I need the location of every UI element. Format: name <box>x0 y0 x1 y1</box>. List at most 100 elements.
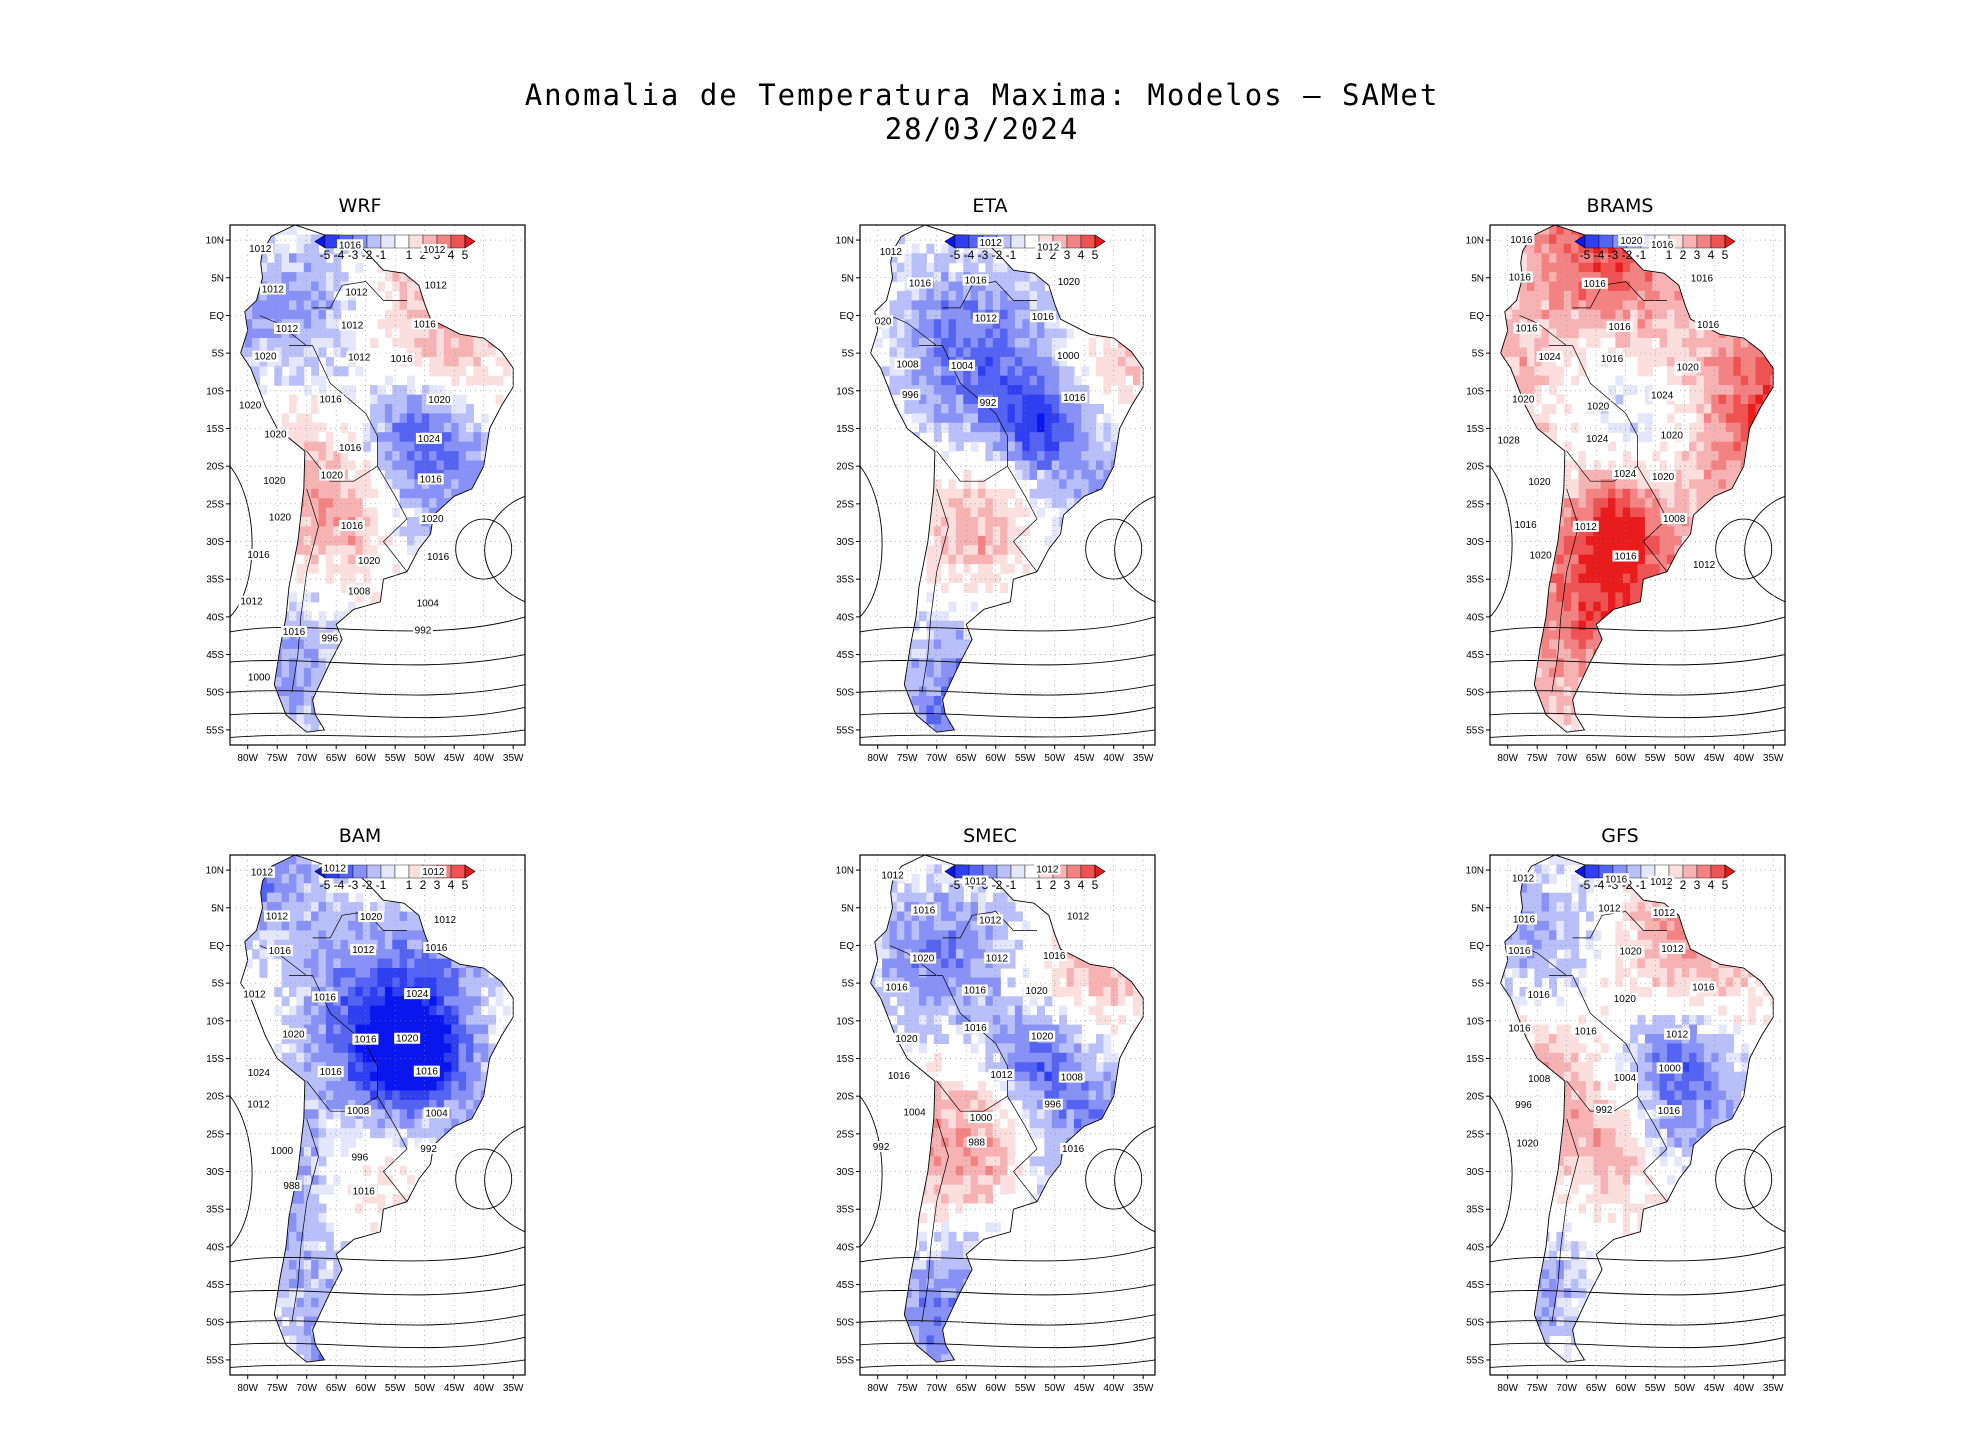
anomaly-cell <box>904 366 913 377</box>
anomaly-cell <box>348 479 356 490</box>
country-border <box>312 281 407 309</box>
contour-label-bg <box>1055 275 1082 287</box>
anomaly-cell <box>926 272 935 283</box>
anomaly-cell <box>1037 281 1045 292</box>
anomaly-cell <box>1674 404 1683 414</box>
anomaly-cell <box>414 413 423 424</box>
anomaly-cell <box>1563 356 1572 367</box>
anomaly-cell <box>348 498 356 509</box>
contour-label-bg <box>346 585 373 597</box>
anomaly-cell <box>289 677 297 688</box>
anomaly-cell <box>1740 413 1749 424</box>
anomaly-cell <box>1541 272 1550 283</box>
anomaly-cell <box>421 451 430 462</box>
anomaly-cell <box>1585 507 1594 518</box>
anomaly-cell <box>948 375 957 386</box>
anomaly-cell <box>911 366 920 377</box>
anomaly-cell <box>978 564 986 575</box>
anomaly-cell <box>274 309 283 320</box>
anomaly-cell <box>933 488 942 499</box>
anomaly-cell <box>911 648 920 659</box>
anomaly-cell <box>240 347 246 358</box>
anomaly-cell <box>333 262 342 273</box>
anomaly-cell <box>1029 328 1038 339</box>
anomaly-cell <box>911 375 920 386</box>
anomaly-cell <box>911 620 920 631</box>
anomaly-cell <box>318 554 327 565</box>
anomaly-cell <box>451 432 460 443</box>
anomaly-cell <box>1051 517 1060 527</box>
anomaly-cell <box>1740 394 1749 405</box>
contour-label: 992 <box>980 398 997 409</box>
anomaly-cell <box>911 686 920 697</box>
anomaly-cell <box>311 272 320 283</box>
anomaly-cell <box>933 262 942 273</box>
anomaly-cell <box>281 290 290 301</box>
anomaly-cell <box>1681 432 1690 443</box>
anomaly-cell <box>1689 432 1698 443</box>
anomaly-cell <box>1556 404 1565 414</box>
anomaly-cell <box>407 385 415 396</box>
anomaly-cell <box>1681 469 1690 480</box>
anomaly-cell <box>1534 366 1543 377</box>
anomaly-cell <box>941 451 950 462</box>
anomaly-cell <box>933 394 942 405</box>
anomaly-cell <box>933 696 942 706</box>
anomaly-cell <box>1000 394 1009 405</box>
anomaly-cell <box>296 243 305 254</box>
anomaly-cell <box>985 356 994 367</box>
anomaly-cell <box>1659 488 1668 499</box>
anomaly-cell <box>407 281 415 292</box>
anomaly-cell <box>1622 385 1631 396</box>
lon-tick-label: 35W <box>503 753 524 764</box>
anomaly-cell <box>296 422 305 433</box>
anomaly-cell <box>458 432 467 443</box>
anomaly-cell <box>970 432 979 443</box>
anomaly-cell <box>311 309 320 320</box>
anomaly-cell <box>933 309 942 320</box>
anomaly-cell <box>311 545 320 556</box>
anomaly-cell <box>1022 319 1031 330</box>
anomaly-cell <box>1652 375 1661 386</box>
anomaly-cell <box>421 328 430 339</box>
anomaly-cell <box>919 422 927 433</box>
anomaly-cell <box>1644 422 1653 433</box>
anomaly-cell <box>1118 366 1127 377</box>
anomaly-cell <box>1037 366 1045 377</box>
anomaly-cell <box>1526 281 1535 292</box>
anomaly-cell <box>985 404 994 414</box>
anomaly-cell <box>1600 413 1609 424</box>
anomaly-cell <box>289 648 297 659</box>
anomaly-cell <box>1703 394 1712 405</box>
anomaly-cell <box>1088 451 1097 462</box>
anomaly-cell <box>904 686 913 697</box>
anomaly-cell <box>311 658 320 669</box>
anomaly-cell <box>466 469 474 480</box>
anomaly-cell <box>1007 347 1016 358</box>
anomaly-cell <box>1600 300 1609 311</box>
anomaly-cell <box>311 300 320 311</box>
anomaly-cell <box>436 366 445 377</box>
anomaly-cell <box>333 347 342 358</box>
anomaly-cell <box>1585 488 1594 499</box>
anomaly-cell <box>473 441 482 452</box>
anomaly-cell <box>992 356 1001 367</box>
anomaly-cell <box>1014 375 1023 386</box>
anomaly-cell <box>1563 253 1572 264</box>
anomaly-cell <box>1037 507 1045 518</box>
anomaly-cell <box>289 686 297 697</box>
anomaly-cell <box>318 498 327 509</box>
anomaly-cell <box>451 338 460 348</box>
anomaly-cell <box>1563 479 1572 490</box>
anomaly-cell <box>904 677 913 688</box>
anomaly-cell <box>889 356 898 367</box>
anomaly-cell <box>948 667 957 678</box>
anomaly-cell <box>1022 328 1031 339</box>
anomaly-cell <box>1600 517 1609 527</box>
anomaly-cell <box>311 356 320 367</box>
anomaly-cell <box>1615 498 1624 509</box>
anomaly-cell <box>1037 356 1045 367</box>
anomaly-cell <box>289 309 297 320</box>
anomaly-cell <box>889 309 898 320</box>
anomaly-cell <box>311 441 320 452</box>
